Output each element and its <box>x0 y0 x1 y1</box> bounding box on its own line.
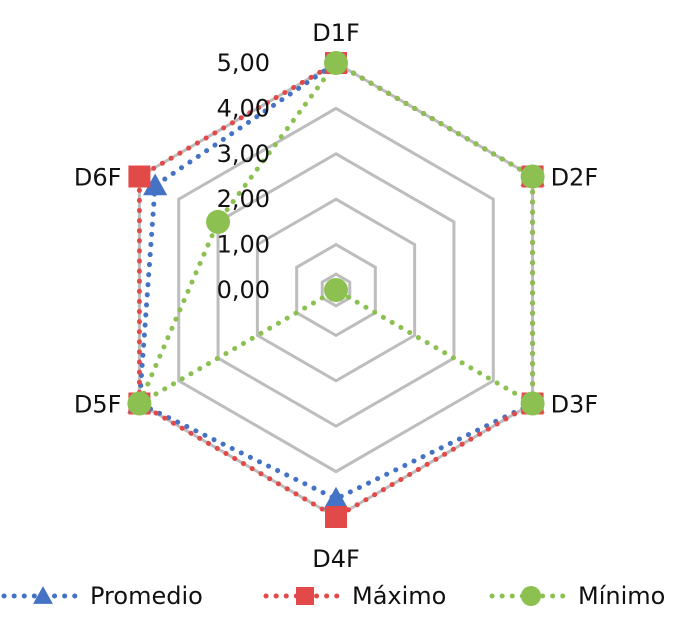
marker-mínimo-d2f <box>520 164 545 189</box>
legend-marker-máximo <box>296 587 314 605</box>
grid-ring-4 <box>177 106 495 474</box>
radial-tick-labels: 0,00 1,00 2,00 3,00 4,00 5,00 <box>217 49 270 304</box>
marker-promedio-d6f <box>143 173 168 196</box>
tick-label: 3,00 <box>217 140 270 168</box>
marker-mínimo-d3f <box>520 391 545 416</box>
tick-label: 1,00 <box>217 231 270 259</box>
category-label-d5f: D5F <box>74 391 122 419</box>
legend-marker-mínimo <box>521 586 541 606</box>
legend-label: Mínimo <box>578 582 665 610</box>
tick-label: 4,00 <box>217 94 270 122</box>
category-label-d1f: D1F <box>312 19 360 47</box>
marker-máximo-d4f <box>325 506 347 528</box>
category-label-d2f: D2F <box>551 164 599 192</box>
legend-label: Máximo <box>352 582 446 610</box>
marker-máximo-d6f <box>128 165 151 188</box>
series-markers <box>127 50 545 528</box>
category-label-d6f: D6F <box>74 164 122 192</box>
marker-mínimo-d6f <box>206 209 231 234</box>
category-label-d3f: D3F <box>551 391 599 419</box>
legend-marker-promedio <box>33 586 53 604</box>
tick-label: 5,00 <box>217 49 270 77</box>
tick-label: 2,00 <box>217 185 270 213</box>
legend-item-mínimo: Mínimo <box>489 582 665 610</box>
marker-mínimo-d5f <box>127 391 152 416</box>
category-label-d4f: D4F <box>312 545 360 573</box>
legend-item-máximo: Máximo <box>263 582 446 610</box>
marker-mínimo-d1f <box>324 51 348 75</box>
category-labels: D1F D2F D3F D4F D5F D6F <box>74 19 598 573</box>
legend-item-promedio: Promedio <box>1 582 203 610</box>
marker-mínimo-d4f <box>324 278 348 302</box>
legend: Promedio Máximo Mínimo <box>1 582 665 610</box>
series-line-mínimo <box>134 59 536 410</box>
grid-ring-0 <box>320 272 352 308</box>
marker-promedio-d4f <box>323 486 349 509</box>
grid-ring-2 <box>255 197 417 383</box>
tick-label: 0,00 <box>217 276 270 304</box>
legend-label: Promedio <box>90 582 203 610</box>
grid-ring-1 <box>295 242 377 338</box>
